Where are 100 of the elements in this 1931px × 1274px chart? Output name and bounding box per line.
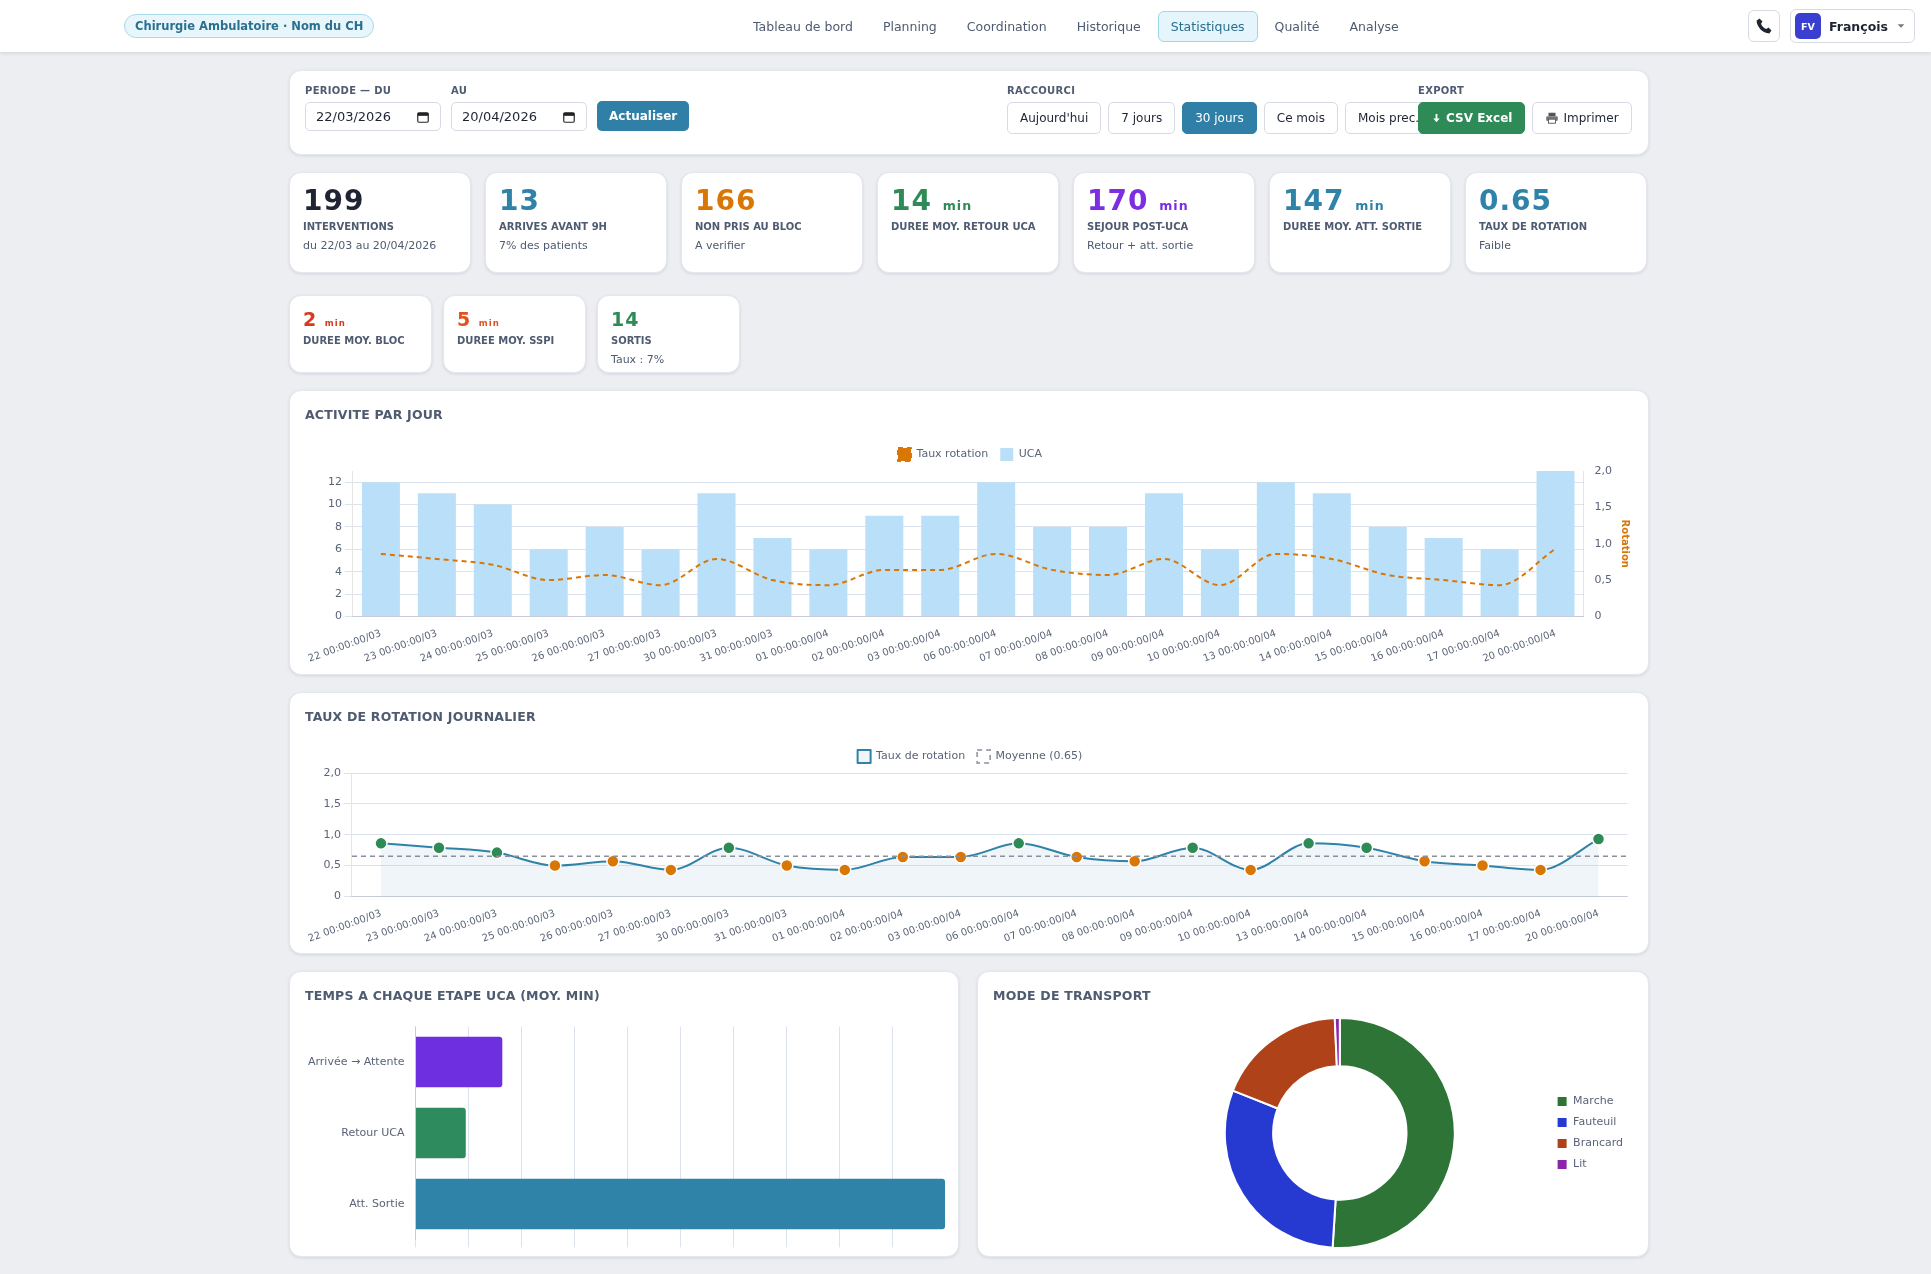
text: MODE DE TRANSPORT xyxy=(993,988,1152,1003)
data-label: 2 min xyxy=(303,308,347,330)
y-tick-label: 1,5 xyxy=(323,796,341,810)
point xyxy=(780,858,794,873)
bar xyxy=(1089,526,1128,616)
y-tick-label: 0 xyxy=(334,609,342,623)
category-label: DUREE MOY. BLOC xyxy=(303,335,406,346)
bar xyxy=(1312,493,1351,616)
point xyxy=(722,840,736,855)
bar xyxy=(641,549,680,616)
text: PERIODE — DU xyxy=(305,85,393,96)
text: Tableau de bord xyxy=(752,17,854,36)
text: CSV Excel xyxy=(1418,102,1526,134)
text: FV xyxy=(1795,13,1822,39)
y2-tick-label: 1,0 xyxy=(1594,536,1613,550)
bar xyxy=(697,493,736,616)
point xyxy=(606,854,620,868)
bar xyxy=(585,526,624,616)
bar xyxy=(753,538,792,616)
y-tick-label: 6 xyxy=(334,542,342,556)
bar xyxy=(1424,538,1463,616)
bar xyxy=(977,482,1016,616)
y-tick-label: Att. Sortie xyxy=(349,1196,405,1210)
bar xyxy=(529,549,568,616)
y-tick-label: 1,0 xyxy=(323,827,341,841)
text: 22/03/2026 xyxy=(305,102,441,131)
y-tick-label: 2,0 xyxy=(323,765,341,779)
category-label: SEJOUR POST-UCA Retour + att. sortie xyxy=(1087,221,1195,252)
point xyxy=(490,845,504,860)
text: 30 jours xyxy=(1182,102,1257,134)
text: Chirurgie Ambulatoire · Nom du CH xyxy=(124,14,375,38)
chart-title: TEMPS A CHAQUE ETAPE UCA (MOY. MIN) xyxy=(305,988,601,1003)
point xyxy=(1417,854,1432,868)
y2-tick-label: 0 xyxy=(1594,609,1602,623)
text: Planning xyxy=(881,17,938,36)
legend-label: UCA xyxy=(1018,447,1043,461)
text: RACCOURCI xyxy=(1007,85,1076,96)
text: Analyse xyxy=(1348,17,1400,36)
text: Coordination xyxy=(965,17,1048,36)
legend-label: Moyenne (0.65) xyxy=(995,749,1083,763)
chart-title: TAUX DE ROTATION JOURNALIER xyxy=(305,709,537,724)
data-label: 13 xyxy=(499,184,541,217)
y2-tick-label: 1,5 xyxy=(1594,500,1613,514)
text: Ce mois xyxy=(1263,102,1338,134)
category-label: SORTIS Taux : 7% xyxy=(611,335,666,366)
y-tick-label: 0,5 xyxy=(323,858,341,872)
y-tick-label: Retour UCA xyxy=(341,1125,405,1139)
bar xyxy=(1256,482,1295,616)
data-label: 170 min xyxy=(1087,184,1190,217)
category-label: NON PRIS AU BLOC A verifier xyxy=(695,221,803,252)
bar xyxy=(1033,526,1072,616)
point xyxy=(432,840,446,855)
data-label: 14 min xyxy=(891,184,974,217)
point xyxy=(374,836,388,851)
text: EXPORT xyxy=(1418,85,1466,96)
bar xyxy=(417,493,456,616)
data-label: 199 xyxy=(303,184,366,217)
data-label: 147 min xyxy=(1283,184,1386,217)
data-label: 0.65 xyxy=(1479,184,1554,217)
text: Historique xyxy=(1075,17,1142,36)
text: 20/04/2026 xyxy=(451,102,587,131)
y-tick-label: 4 xyxy=(334,564,342,578)
point xyxy=(1243,863,1258,877)
bar xyxy=(1480,549,1519,616)
bar xyxy=(1536,471,1575,616)
point xyxy=(664,863,678,877)
point xyxy=(1359,840,1374,855)
y-tick-label: 10 xyxy=(327,497,342,511)
text: François xyxy=(1829,18,1888,34)
legend-label: Taux rotation xyxy=(915,447,989,461)
point xyxy=(1591,832,1606,846)
point xyxy=(1301,836,1316,851)
point xyxy=(1475,858,1490,873)
category-label: DUREE MOY. SSPI xyxy=(457,335,556,346)
text: Mois prec. xyxy=(1344,102,1433,134)
category-label: TAUX DE ROTATION Faible xyxy=(1479,221,1589,252)
legend-label: Taux de rotation xyxy=(875,749,966,763)
y2-tick-label: 0,5 xyxy=(1594,572,1613,586)
category-label: ARRIVES AVANT 9H 7% des patients xyxy=(499,221,608,252)
line-series xyxy=(379,547,1557,587)
legend-label: Marche xyxy=(1573,1094,1614,1108)
category-label: DUREE MOY. ATT. SORTIE xyxy=(1283,221,1424,232)
point xyxy=(896,850,910,864)
y-tick-label: 12 xyxy=(327,475,342,489)
text: Actualiser xyxy=(597,101,690,131)
point xyxy=(838,863,852,877)
legend-label: Fauteuil xyxy=(1573,1115,1617,1129)
data-label: 14 xyxy=(611,308,641,330)
data-label: 5 min xyxy=(457,308,501,330)
y-tick-label: 0 xyxy=(334,889,341,903)
legend-label: Brancard xyxy=(1573,1136,1624,1150)
chart-title: ACTIVITE PAR JOUR xyxy=(305,407,444,422)
text: Qualité xyxy=(1273,17,1321,36)
point xyxy=(1185,840,1200,855)
bar xyxy=(1200,549,1239,616)
text: Statistiques xyxy=(1157,10,1258,42)
bar xyxy=(921,515,960,616)
y2-axis-title: Rotation xyxy=(1620,519,1632,568)
point xyxy=(1127,854,1142,868)
point xyxy=(954,850,968,864)
